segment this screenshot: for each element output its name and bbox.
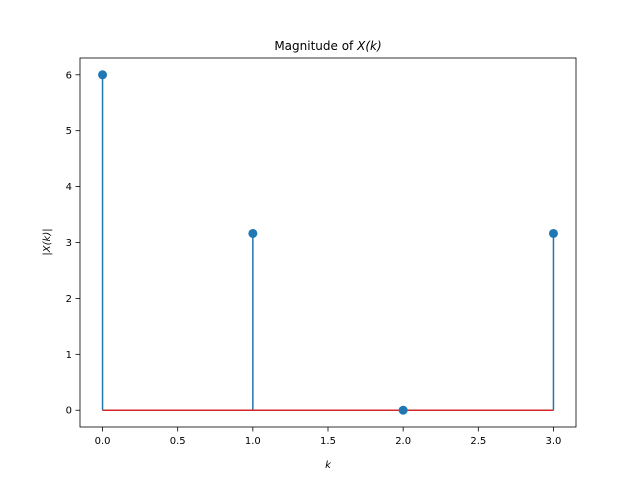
x-tick-label-4: 2.0: [395, 436, 411, 447]
chart-title-math: X(k): [356, 39, 382, 53]
chart-title-prefix: Magnitude of: [274, 39, 357, 53]
x-tick-label-1: 0.5: [170, 436, 186, 447]
stem-marker-2: [398, 405, 408, 415]
y-tick-label-2: 2: [66, 294, 72, 305]
x-tick-label-6: 3.0: [546, 436, 562, 447]
stem-marker-1: [248, 228, 258, 238]
x-tick-label-2: 1.0: [245, 436, 261, 447]
y-tick-label-0: 0: [66, 406, 72, 417]
stem-marker-3: [548, 228, 558, 238]
y-tick-label-1: 1: [66, 350, 72, 361]
x-axis-label: k: [325, 460, 332, 471]
x-tick-label-0: 0.0: [95, 436, 111, 447]
y-tick-label-4: 4: [66, 182, 72, 193]
plot-area: [98, 70, 558, 415]
y-tick-label-5: 5: [66, 126, 72, 137]
y-tick-label-3: 3: [66, 238, 72, 249]
chart-title: Magnitude of X(k): [274, 39, 381, 53]
stem-marker-0: [98, 70, 108, 80]
y-axis-label: |X(k)|: [42, 228, 53, 255]
x-tick-label-3: 1.5: [320, 436, 336, 447]
axes-frame: [79, 57, 577, 428]
x-axis-ticks: 0.0 0.5 1.0 1.5 2.0 2.5 3.0: [95, 427, 562, 447]
y-tick-label-6: 6: [66, 70, 72, 81]
y-axis-ticks: 0 1 2 3 4 5 6: [66, 70, 80, 417]
x-tick-label-5: 2.5: [470, 436, 486, 447]
